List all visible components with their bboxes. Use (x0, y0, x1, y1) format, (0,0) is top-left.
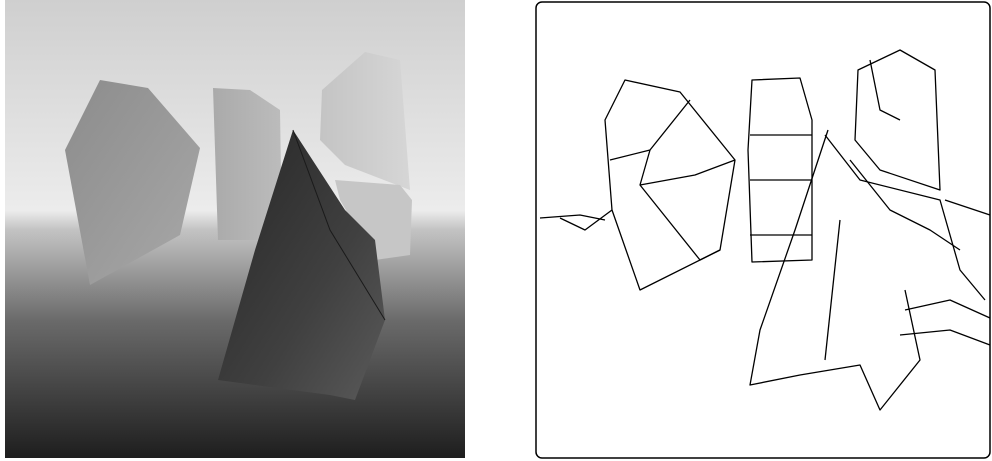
edge-image (536, 2, 990, 458)
page (0, 0, 992, 461)
screenshot (0, 0, 992, 461)
edge-frame (536, 2, 990, 458)
depth-image (5, 0, 465, 458)
